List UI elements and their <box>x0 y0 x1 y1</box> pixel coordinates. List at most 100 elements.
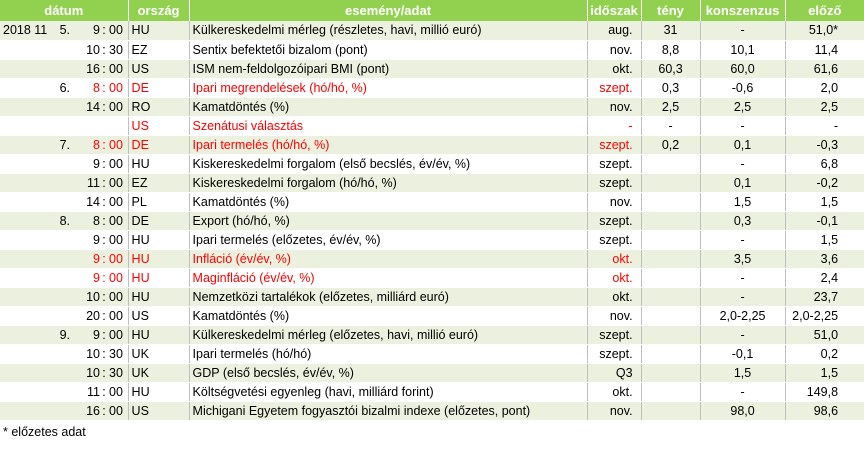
row-date <box>0 401 48 421</box>
row-minute: 00 <box>108 59 129 79</box>
row-actual: 31 <box>641 21 701 41</box>
row-actual <box>641 173 701 193</box>
row-actual: 2,5 <box>641 97 701 117</box>
row-time-separator: : <box>100 211 108 231</box>
row-previous: 1,5 <box>785 192 864 212</box>
table-row: 7. 8:00 DE Ipari termelés (hó/hó, %) szept. 0… <box>0 135 864 155</box>
row-minute: 00 <box>108 173 129 193</box>
row-time-separator: : <box>100 344 108 364</box>
row-actual <box>641 249 701 269</box>
row-event: Ipari termelés (hó/hó, %) <box>189 135 588 155</box>
row-day <box>48 192 76 212</box>
row-actual <box>641 382 701 402</box>
row-period: szept. <box>587 325 642 345</box>
row-minute: 00 <box>108 249 129 269</box>
row-minute: 00 <box>108 325 129 345</box>
row-time-separator: : <box>100 363 108 383</box>
row-event: Ipari megrendelések (hó/hó, %) <box>189 78 588 98</box>
row-event: Külkereskedelmi mérleg (részletes, havi,… <box>189 21 588 41</box>
row-country: US <box>128 116 190 136</box>
row-consensus: - <box>700 268 786 288</box>
row-time-separator: : <box>100 40 108 60</box>
row-minute: 30 <box>108 40 129 60</box>
header-event: esemény/adat <box>189 0 588 21</box>
row-hour: 10 <box>76 363 100 383</box>
row-date <box>0 211 48 231</box>
row-date <box>0 59 48 79</box>
footnote: * előzetes adat <box>3 424 86 439</box>
row-minute: 00 <box>108 211 129 231</box>
row-previous: 2,4 <box>785 268 864 288</box>
row-event: Kiskereskedelmi forgalom (hó/hó, %) <box>189 173 588 193</box>
row-day <box>48 230 76 250</box>
row-consensus: 1,5 <box>700 363 786 383</box>
header-row: dátum ország esemény/adat időszak tény k… <box>0 0 864 21</box>
row-country: HU <box>128 21 190 41</box>
row-country: EZ <box>128 40 190 60</box>
row-event: Külkereskedelmi mérleg (előzetes, havi, … <box>189 325 588 345</box>
row-day <box>48 59 76 79</box>
row-event: Michigani Egyetem fogyasztói bizalmi ind… <box>189 401 588 421</box>
row-hour: 11 <box>76 382 100 402</box>
row-hour <box>76 116 100 136</box>
row-consensus: 2,5 <box>700 97 786 117</box>
row-consensus: 0,1 <box>700 135 786 155</box>
row-country: HU <box>128 154 190 174</box>
row-hour: 9 <box>76 268 100 288</box>
row-minute: 00 <box>108 287 129 307</box>
row-date <box>0 173 48 193</box>
row-event: Kiskereskedelmi forgalom (első becslés, … <box>189 154 588 174</box>
row-period: okt. <box>587 382 642 402</box>
header-consensus: konszenzus <box>700 0 786 21</box>
row-day <box>48 363 76 383</box>
row-period: szept. <box>587 230 642 250</box>
row-day: 8. <box>48 211 76 231</box>
row-actual <box>641 230 701 250</box>
row-date <box>0 287 48 307</box>
row-day <box>48 97 76 117</box>
header-date: dátum <box>0 0 129 21</box>
row-event: GDP (első becslés, év/év, %) <box>189 363 588 383</box>
row-consensus: - <box>700 21 786 41</box>
row-day <box>48 154 76 174</box>
row-actual <box>641 325 701 345</box>
row-country: DE <box>128 78 190 98</box>
row-actual <box>641 211 701 231</box>
row-hour: 10 <box>76 287 100 307</box>
row-hour: 9 <box>76 230 100 250</box>
row-actual: 0,3 <box>641 78 701 98</box>
row-period: aug. <box>587 21 642 41</box>
row-date <box>0 230 48 250</box>
row-hour: 10 <box>76 344 100 364</box>
row-country: HU <box>128 268 190 288</box>
row-date: 2018 11. <box>0 21 48 41</box>
row-date <box>0 382 48 402</box>
row-consensus: 0,3 <box>700 211 786 231</box>
row-minute: 00 <box>108 192 129 212</box>
row-actual <box>641 192 701 212</box>
row-country: US <box>128 306 190 326</box>
row-hour: 8 <box>76 78 100 98</box>
row-event: Kamatdöntés (%) <box>189 306 588 326</box>
row-day <box>48 401 76 421</box>
row-minute: 30 <box>108 363 129 383</box>
row-period: szept. <box>587 154 642 174</box>
row-actual: 0,2 <box>641 135 701 155</box>
row-period: nov. <box>587 401 642 421</box>
row-previous: 3,6 <box>785 249 864 269</box>
table-row: 9:00 HU Maginfláció (év/év, %) okt. -2,4 <box>0 268 864 288</box>
row-hour: 20 <box>76 306 100 326</box>
row-minute: 00 <box>108 21 129 41</box>
row-day: 9. <box>48 325 76 345</box>
row-time-separator: : <box>100 135 108 155</box>
row-consensus: 10,1 <box>700 40 786 60</box>
row-period: nov. <box>587 192 642 212</box>
economic-calendar-table: dátum ország esemény/adat időszak tény k… <box>0 0 864 421</box>
row-day <box>48 40 76 60</box>
row-previous: 51,0* <box>785 21 864 41</box>
table-row: 8. 8:00 DE Export (hó/hó, %) szept. 0,3 -0,1 <box>0 211 864 231</box>
row-country: HU <box>128 230 190 250</box>
row-day <box>48 306 76 326</box>
row-previous: 149,8 <box>785 382 864 402</box>
row-day <box>48 287 76 307</box>
